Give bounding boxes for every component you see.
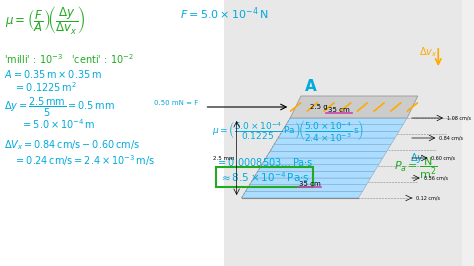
Text: 1.08 cm/s: 1.08 cm/s <box>447 115 471 120</box>
Text: $P_a = \dfrac{\mathrm{N}}{\mathrm{m}^2}$: $P_a = \dfrac{\mathrm{N}}{\mathrm{m}^2}$ <box>394 156 438 181</box>
Polygon shape <box>278 131 399 138</box>
Text: 35 cm: 35 cm <box>299 181 320 187</box>
Bar <box>0 0 224 266</box>
Polygon shape <box>254 171 374 178</box>
Text: 0.50 mN = F: 0.50 mN = F <box>155 100 199 106</box>
Polygon shape <box>282 125 403 131</box>
Text: $= 0.1225\,\mathrm{m}^2$: $= 0.1225\,\mathrm{m}^2$ <box>14 80 76 94</box>
Text: 0.60 cm/s: 0.60 cm/s <box>431 156 456 160</box>
Polygon shape <box>286 118 407 125</box>
Text: $\Delta y$: $\Delta y$ <box>410 151 425 165</box>
Text: $\approx 8.5 \times 10^{-4}\,\mathrm{Pa{\cdot}s}$: $\approx 8.5 \times 10^{-4}\,\mathrm{Pa{… <box>219 170 310 184</box>
Polygon shape <box>246 185 366 191</box>
Text: 2.5 g: 2.5 g <box>310 104 328 110</box>
Text: 'milli' : $10^{-3}$   'centi' : $10^{-2}$: 'milli' : $10^{-3}$ 'centi' : $10^{-2}$ <box>4 52 134 66</box>
Text: A: A <box>305 79 317 94</box>
Text: 0.84 cm/s: 0.84 cm/s <box>439 135 463 140</box>
Polygon shape <box>274 138 395 145</box>
Text: 2.5 mm: 2.5 mm <box>213 156 235 160</box>
Text: $= 0.0008503\ldots\,\mathrm{Pa{\cdot}s}$: $= 0.0008503\ldots\,\mathrm{Pa{\cdot}s}$ <box>216 156 314 168</box>
Polygon shape <box>270 145 391 151</box>
Polygon shape <box>262 158 383 165</box>
Text: $\mu =\left(\dfrac{F}{A}\right)\!\left(\dfrac{\Delta y}{\Delta v_x}\right)$: $\mu =\left(\dfrac{F}{A}\right)\!\left(\… <box>5 5 85 37</box>
Text: $\Delta V_x = 0.84\,\mathrm{cm/s} - 0.60\,\mathrm{cm/s}$: $\Delta V_x = 0.84\,\mathrm{cm/s} - 0.60… <box>4 138 140 152</box>
Text: $\Delta y = \dfrac{2.5\,\mathrm{mm}}{5} = 0.5\,\mathrm{mm}$: $\Delta y = \dfrac{2.5\,\mathrm{mm}}{5} … <box>4 96 115 119</box>
Text: 0.36 cm/s: 0.36 cm/s <box>424 176 447 181</box>
Polygon shape <box>258 165 379 171</box>
Text: $= 0.24\,\mathrm{cm/s} = 2.4 \times 10^{-3}\,\mathrm{m/s}$: $= 0.24\,\mathrm{cm/s} = 2.4 \times 10^{… <box>14 153 155 168</box>
Text: $\mu = \left(\dfrac{5.0\times10^{-4}}{0.1225}\,\mathrm{Pa}\right)\!\left(\dfrac{: $\mu = \left(\dfrac{5.0\times10^{-4}}{0.… <box>212 118 365 143</box>
Text: $A = 0.35\,\mathrm{m} \times 0.35\,\mathrm{m}$: $A = 0.35\,\mathrm{m} \times 0.35\,\math… <box>4 68 102 80</box>
Polygon shape <box>266 151 387 158</box>
Polygon shape <box>290 96 418 118</box>
Text: $= 5.0 \times 10^{-4}\,\mathrm{m}$: $= 5.0 \times 10^{-4}\,\mathrm{m}$ <box>21 117 96 131</box>
Text: 0.12 cm/s: 0.12 cm/s <box>416 196 440 201</box>
Text: 35 cm: 35 cm <box>328 107 350 113</box>
Polygon shape <box>242 191 363 198</box>
Polygon shape <box>250 178 371 185</box>
Text: $F = 5.0 \times 10^{-4}\,\mathrm{N}$: $F = 5.0 \times 10^{-4}\,\mathrm{N}$ <box>180 5 269 22</box>
Text: $\Delta v_x$: $\Delta v_x$ <box>419 45 438 59</box>
